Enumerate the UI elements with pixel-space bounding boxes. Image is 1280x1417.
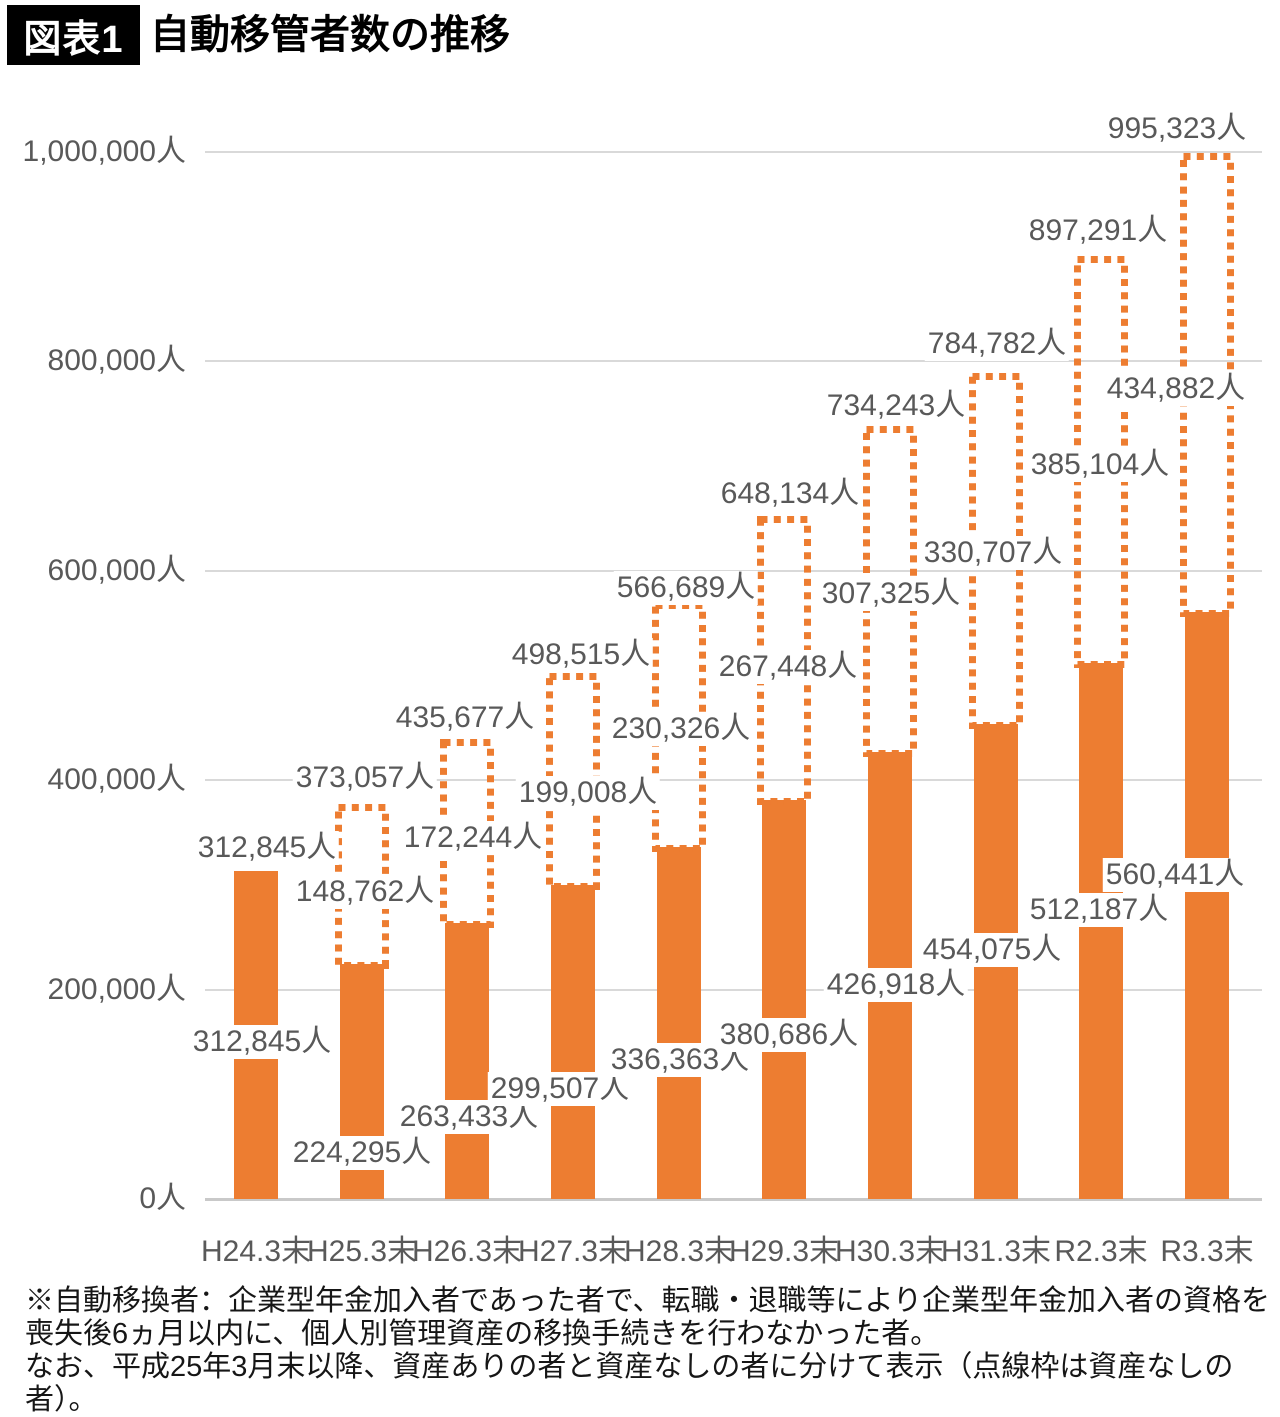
x-axis-tick-label: H25.3末: [306, 1235, 418, 1268]
y-axis-tick-label: 600,000人: [47, 554, 186, 587]
bar-with-assets: [1185, 612, 1229, 1199]
x-axis-tick-label: H26.3末: [411, 1235, 523, 1268]
stacked-bar-chart: 0人 200,000人 400,000人 600,000人 800,000人 1,000,…: [22, 112, 1262, 1268]
label-total: 373,057人: [292, 761, 438, 795]
x-axis-tick-label: H28.3末: [623, 1235, 735, 1268]
label-total: 648,134人: [717, 477, 863, 511]
label-with-assets: 312,845人: [189, 1025, 335, 1059]
x-axis-tick-label: H29.3末: [728, 1235, 840, 1268]
label-total: 897,291人: [1025, 214, 1171, 248]
x-axis-tick-label: H24.3末: [200, 1235, 312, 1268]
label-without-assets: 148,762人: [292, 875, 438, 909]
label-with-assets: 426,918人: [823, 968, 969, 1002]
y-axis-tick-label: 200,000人: [47, 973, 186, 1006]
label-with-assets: 224,295人: [289, 1136, 435, 1170]
label-with-assets: 560,441人: [1102, 858, 1248, 892]
x-axis-tick-label: H27.3末: [517, 1235, 629, 1268]
x-axis-tick-label: H31.3末: [940, 1235, 1052, 1268]
label-without-assets: 385,104人: [1027, 448, 1173, 482]
label-with-assets: 454,075人: [919, 933, 1065, 967]
y-axis-tick-label: 800,000人: [47, 344, 186, 377]
label-total: 784,782人: [924, 327, 1070, 361]
label-with-assets: 380,686人: [716, 1018, 862, 1052]
bar-with-assets: [551, 885, 595, 1199]
gridline: [205, 989, 1262, 991]
label-without-assets: 267,448人: [715, 650, 861, 684]
x-axis-line: [205, 1198, 1262, 1201]
label-total: 566,689人: [613, 571, 759, 605]
label-without-assets: 172,244人: [400, 821, 546, 855]
bar-with-assets: [445, 923, 489, 1199]
footnote-line-2: 喪失後6ヵ月以内に、個人別管理資産の移換手続きを行わなかった者。: [25, 1318, 940, 1350]
label-with-assets: 512,187人: [1026, 893, 1172, 927]
gridline: [205, 151, 1262, 153]
label-with-assets: 299,507人: [487, 1072, 633, 1106]
label-without-assets: 230,326人: [608, 712, 754, 746]
figure-number-badge: 図表1: [7, 5, 140, 65]
bar-with-assets: [657, 847, 701, 1199]
gridline: [205, 360, 1262, 362]
footnote: ※自動移換者：企業型年金加入者であった者で、転職・退職等により企業型年金加入者の…: [25, 1285, 1280, 1417]
y-axis-tick-label: 1,000,000人: [22, 135, 186, 168]
x-axis-tick-label: R3.3末: [1160, 1235, 1254, 1268]
label-total: 995,323人: [1104, 112, 1250, 146]
label-total: 734,243人: [823, 389, 969, 423]
y-axis-tick-label: 0人: [139, 1182, 186, 1215]
figure-title: 自動移管者数の推移: [150, 13, 510, 57]
x-axis-tick-label: H30.3末: [834, 1235, 946, 1268]
y-axis-tick-label: 400,000人: [47, 763, 186, 796]
footnote-line-3: なお、平成25年3月末以降、資産ありの者と資産なしの者に分けて表示（点線枠は資産…: [25, 1351, 1234, 1416]
x-axis-tick-label: R2.3末: [1054, 1235, 1148, 1268]
gridline: [205, 779, 1262, 781]
label-without-assets: 330,707人: [920, 536, 1066, 570]
bar-with-assets: [762, 800, 806, 1199]
label-without-assets: 199,008人: [515, 776, 661, 810]
footnote-line-1: ※自動移換者：企業型年金加入者であった者で、転職・退職等により企業型年金加入者の…: [25, 1285, 1270, 1317]
bar-with-assets: [1079, 663, 1123, 1199]
label-without-assets: 307,325人: [818, 577, 964, 611]
label-with-assets: 263,433人: [396, 1100, 542, 1134]
label-total: 435,677人: [392, 701, 538, 735]
label-total: 312,845人: [194, 831, 340, 865]
label-total: 498,515人: [508, 638, 654, 672]
label-without-assets: 434,882人: [1103, 372, 1249, 406]
